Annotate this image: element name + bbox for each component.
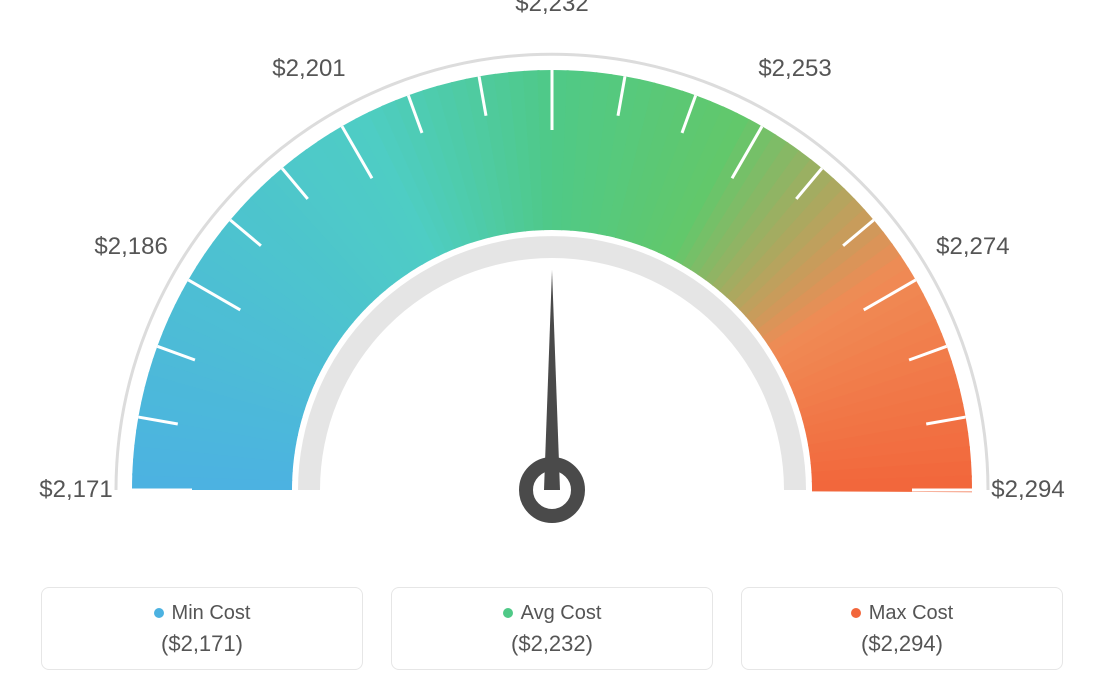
gauge-area: $2,171 $2,186 $2,201 $2,232 $2,253 $2,274 $2,2… [0,0,1104,560]
legend-dot-icon [503,608,513,618]
legend-dot-icon [154,608,164,618]
gauge-tick-label: $2,274 [936,233,1009,261]
legend-dot-icon [851,608,861,618]
legend-card-value: ($2,171) [42,631,362,657]
legend-card: Avg Cost ($2,232) [391,587,713,670]
legend-card-title: Min Cost [42,602,362,625]
legend-card: Max Cost ($2,294) [741,587,1063,670]
legend-card-title: Avg Cost [392,602,712,625]
legend-title-text: Min Cost [172,602,251,624]
gauge-tick-label: $2,171 [39,476,112,504]
legend-row: Min Cost ($2,171) Avg Cost ($2,232) Max Cost… [0,587,1104,670]
legend-card-value: ($2,294) [742,631,1062,657]
gauge-tick-label: $2,186 [94,233,167,261]
gauge-tick-label: $2,201 [272,55,345,83]
gauge-svg [0,0,1104,560]
legend-card: Min Cost ($2,171) [41,587,363,670]
cost-gauge-chart: { "gauge": { "type": "gauge", "center_x"… [0,0,1104,690]
legend-card-value: ($2,232) [392,631,712,657]
legend-title-text: Avg Cost [521,602,602,624]
legend-card-title: Max Cost [742,602,1062,625]
gauge-tick-label: $2,253 [758,55,831,83]
gauge-tick-label: $2,294 [991,476,1064,504]
legend-title-text: Max Cost [869,602,953,624]
gauge-tick-label: $2,232 [515,0,588,18]
